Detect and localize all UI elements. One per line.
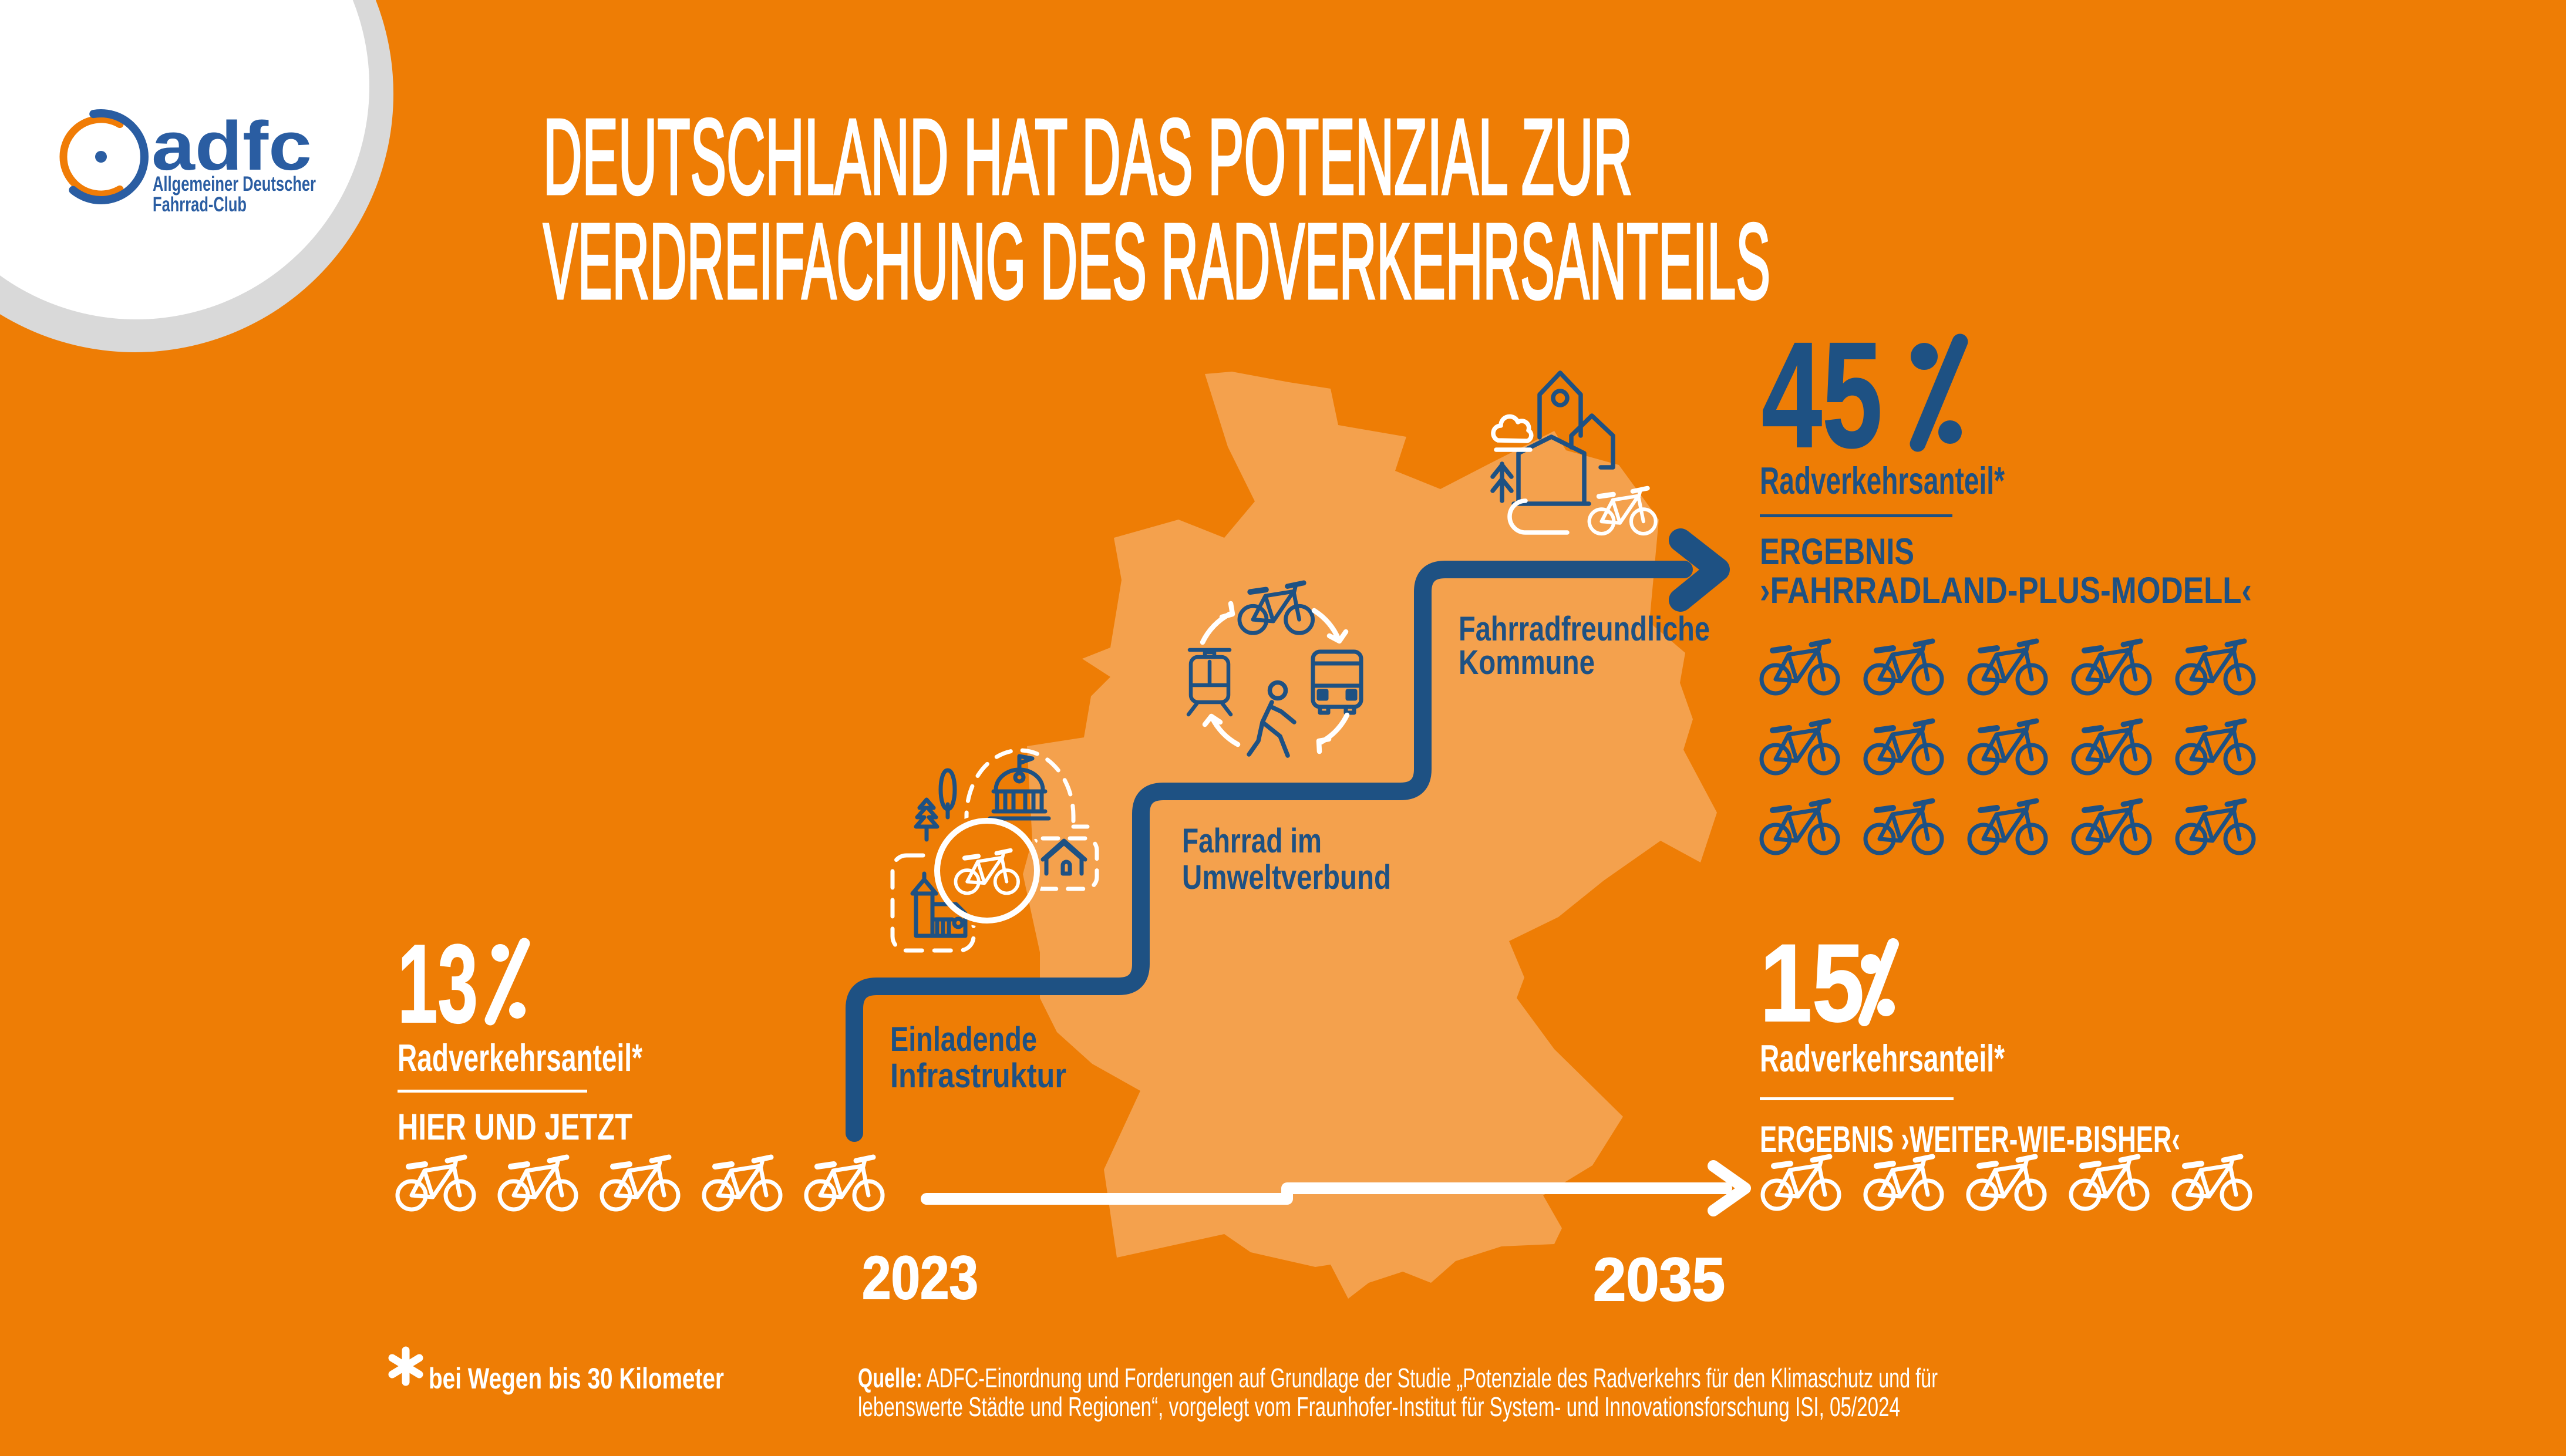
- svg-text:Quelle: ADFC-Einordnung und Fo: Quelle: ADFC-Einordnung und Forderungen …: [858, 1363, 1938, 1393]
- svg-text:Radverkehrsanteil*: Radverkehrsanteil*: [1760, 1037, 2005, 1080]
- svg-text:bei Wegen bis 30 Kilometer: bei Wegen bis 30 Kilometer: [429, 1362, 724, 1395]
- svg-text:Kommune: Kommune: [1459, 643, 1595, 682]
- svg-text:45: 45: [1762, 311, 1883, 479]
- svg-text:Radverkehrsanteil*: Radverkehrsanteil*: [1760, 459, 2005, 502]
- svg-text:ERGEBNIS: ERGEBNIS: [1760, 531, 1914, 572]
- svg-text:Infrastruktur: Infrastruktur: [890, 1057, 1066, 1095]
- svg-text:lebenswerte Städte und Regione: lebenswerte Städte und Regionen“, vorgel…: [858, 1391, 1900, 1422]
- svg-text:Allgemeiner Deutscher: Allgemeiner Deutscher: [153, 173, 316, 196]
- svg-text:2023: 2023: [862, 1244, 978, 1312]
- svg-text:Fahrrad im: Fahrrad im: [1182, 822, 1322, 860]
- svg-text:Umweltverbund: Umweltverbund: [1182, 858, 1391, 896]
- svg-text:›FAHRRADLAND-PLUS-MODELL‹: ›FAHRRADLAND-PLUS-MODELL‹: [1760, 570, 2252, 611]
- svg-text:HIER UND JETZT: HIER UND JETZT: [398, 1107, 632, 1148]
- svg-text:Einladende: Einladende: [890, 1020, 1037, 1059]
- svg-text:15: 15: [1760, 921, 1864, 1044]
- svg-text:Fahrrad-Club: Fahrrad-Club: [153, 193, 247, 216]
- svg-text:13: 13: [398, 922, 478, 1046]
- svg-text:VERDREIFACHUNG DES RADVERKEHRS: VERDREIFACHUNG DES RADVERKEHRSANTEILS: [543, 201, 1770, 321]
- svg-text:DEUTSCHLAND HAT DAS POTENZIAL: DEUTSCHLAND HAT DAS POTENZIAL ZUR: [543, 96, 1632, 217]
- svg-text:ERGEBNIS ›WEITER-WIE-BISHER‹: ERGEBNIS ›WEITER-WIE-BISHER‹: [1760, 1119, 2180, 1160]
- svg-text:Radverkehrsanteil*: Radverkehrsanteil*: [398, 1036, 642, 1079]
- svg-text:adfc: adfc: [151, 107, 312, 185]
- svg-text:2035: 2035: [1593, 1246, 1725, 1314]
- svg-text:Fahrradfreundliche: Fahrradfreundliche: [1459, 610, 1710, 648]
